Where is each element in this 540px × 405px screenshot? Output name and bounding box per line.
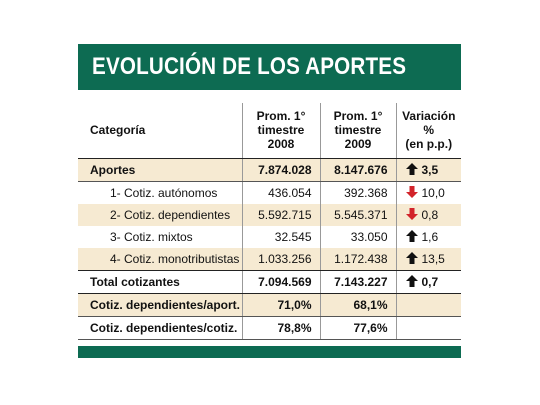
header-prom-2008-line1: Prom. 1°	[256, 109, 306, 124]
value-2009: 77,6%	[319, 316, 396, 340]
variacion-cell: 0,8	[395, 203, 461, 226]
variacion-cell: 0,7	[395, 270, 461, 294]
header-prom-2008-line2: timestre	[257, 123, 305, 138]
variacion-value: 10,0	[421, 186, 445, 200]
value-2008: 78,8%	[241, 316, 320, 340]
footer-bar	[78, 346, 461, 358]
value-2009: 1.172.438	[319, 247, 396, 271]
value-2008: 7.874.028	[241, 158, 320, 182]
table-row: Cotiz. dependientes/aport. 71,0% 68,1%	[78, 293, 461, 317]
title-banner: EVOLUCIÓN DE LOS APORTES	[78, 44, 461, 90]
header-variacion-line1: Variación %	[402, 109, 456, 138]
row-label: 3- Cotiz. mixtos	[110, 229, 193, 244]
row-label: 2- Cotiz. dependientes	[78, 203, 242, 226]
table-row: 2- Cotiz. dependientes 5.592.715 5.545.371…	[78, 203, 461, 226]
value-2009: 5.545.371	[319, 203, 396, 226]
arrow-up-icon	[405, 274, 419, 288]
variacion-value: 13,5	[421, 252, 445, 266]
value-2008: 7.094.569	[241, 270, 320, 294]
value-2009: 33.050	[319, 225, 396, 248]
header-prom-2009: Prom. 1° timestre 2009	[319, 103, 396, 159]
variacion-cell: 3,5	[395, 158, 461, 182]
table-row: Aportes 7.874.028 8.147.676 3,5	[78, 158, 461, 182]
row-label: Cotiz. dependientes/aport.	[78, 293, 242, 317]
header-variacion: Variación % (en p.p.)	[395, 103, 461, 159]
variacion-cell: 13,5	[395, 247, 461, 271]
variacion-value: 3,5	[421, 163, 439, 177]
value-2009: 8.147.676	[319, 158, 396, 182]
aportes-table: Categoría Prom. 1° timestre 2008 Prom. 1…	[78, 103, 461, 340]
table-row: Total cotizantes 7.094.569 7.143.227 0,7	[78, 270, 461, 294]
arrow-down-icon	[405, 185, 419, 199]
header-row: Categoría Prom. 1° timestre 2008 Prom. 1…	[78, 103, 461, 159]
arrow-down-icon	[405, 207, 419, 221]
arrow-up-icon	[405, 162, 419, 176]
variacion-value: 0,7	[421, 275, 439, 289]
row-label: Cotiz. dependientes/cotiz.	[78, 316, 242, 340]
header-prom-2008-line3: 2008	[267, 137, 295, 152]
value-2008: 32.545	[241, 225, 320, 248]
row-label: 4- Cotiz. monotributistas	[78, 247, 242, 271]
header-prom-2009-line3: 2009	[344, 137, 372, 152]
variacion-cell	[395, 316, 461, 340]
variacion-value: 1,6	[421, 230, 439, 244]
header-prom-2009-line2: timestre	[334, 123, 382, 138]
table-row: 1- Cotiz. autónomos 436.054 392.368 10,0	[78, 181, 461, 204]
value-2008: 5.592.715	[241, 203, 320, 226]
variacion-value: 0,8	[421, 208, 439, 222]
table-row: 4- Cotiz. monotributistas 1.033.256 1.172.…	[78, 247, 461, 271]
value-2009: 68,1%	[319, 293, 396, 317]
header-prom-2008: Prom. 1° timestre 2008	[241, 103, 320, 159]
header-variacion-line2: (en p.p.)	[405, 137, 453, 152]
value-2008: 71,0%	[241, 293, 320, 317]
arrow-up-icon	[405, 251, 419, 265]
value-2009: 392.368	[319, 181, 396, 204]
variacion-cell: 10,0	[395, 181, 461, 204]
header-prom-2009-line1: Prom. 1°	[333, 109, 383, 124]
row-label: 1- Cotiz. autónomos	[110, 185, 218, 200]
page-title: EVOLUCIÓN DE LOS APORTES	[92, 53, 407, 80]
variacion-cell	[395, 293, 461, 317]
arrow-up-icon	[405, 229, 419, 243]
value-2008: 1.033.256	[241, 247, 320, 271]
variacion-cell: 1,6	[395, 225, 461, 248]
row-label: Total cotizantes	[78, 270, 242, 294]
row-label: Aportes	[78, 158, 242, 182]
value-2009: 7.143.227	[319, 270, 396, 294]
table-row: Cotiz. dependientes/cotiz. 78,8% 77,6%	[78, 316, 461, 340]
header-categoria: Categoría	[78, 103, 242, 159]
value-2008: 436.054	[241, 181, 320, 204]
table-row: 3- Cotiz. mixtos 32.545 33.050 1,6	[78, 225, 461, 248]
